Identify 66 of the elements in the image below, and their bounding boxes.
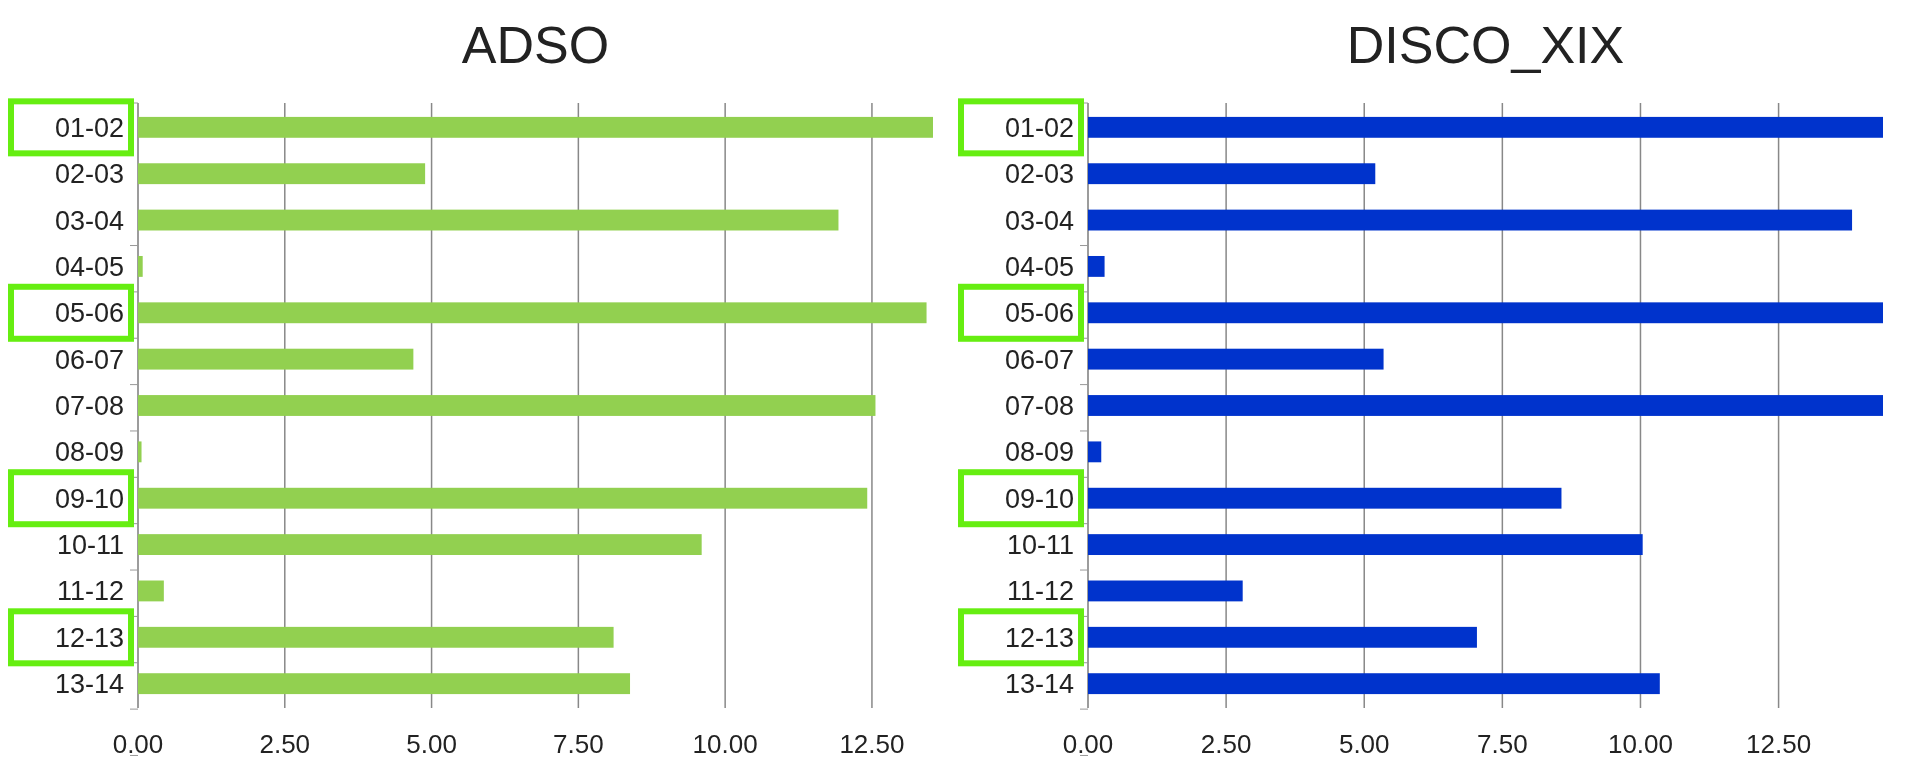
bar	[1088, 441, 1102, 463]
bar	[138, 255, 143, 277]
bar	[138, 395, 876, 416]
y-tick-label: 03-04	[54, 205, 124, 236]
y-tick-label: 08-09	[54, 437, 124, 468]
bar	[1088, 534, 1643, 556]
bar	[1088, 580, 1243, 602]
bar	[138, 673, 631, 695]
x-tick-label: 0.00	[112, 729, 164, 759]
y-tick-label: 13-14	[1004, 669, 1074, 700]
chart-title: DISCO_XIX	[1346, 16, 1625, 74]
y-tick-label: 12-13	[1004, 622, 1074, 653]
x-tick-label: 10.00	[1607, 729, 1674, 759]
y-tick-label: 09-10	[54, 483, 124, 514]
y-tick-label: 06-07	[54, 344, 124, 375]
bar	[138, 209, 839, 231]
bar	[138, 348, 414, 370]
bar	[138, 626, 614, 648]
y-tick-label: 02-03	[54, 159, 124, 190]
y-tick-label: 01-02	[54, 112, 124, 143]
y-tick-label: 04-05	[54, 251, 124, 282]
y-tick-label: 06-07	[1004, 344, 1074, 375]
y-tick-label: 05-06	[54, 298, 124, 329]
bar	[138, 534, 702, 556]
y-tick-label: 11-12	[1006, 576, 1074, 607]
bar	[1088, 626, 1477, 648]
bar	[1088, 348, 1384, 370]
bar	[1088, 209, 1853, 231]
chart-title: ADSO	[461, 16, 610, 74]
bar	[138, 487, 868, 509]
y-tick-label: 03-04	[1004, 205, 1074, 236]
y-tick-label: 09-10	[1004, 483, 1074, 514]
bar	[1088, 255, 1105, 277]
y-tick-label: 01-02	[1004, 112, 1074, 143]
x-tick-label: 2.50	[259, 729, 311, 759]
x-tick-label: 12.50	[839, 729, 905, 759]
x-tick-label: 0.00	[1062, 729, 1114, 759]
bar	[138, 116, 933, 138]
x-tick-label: 5.00	[406, 729, 457, 759]
bar	[1088, 395, 1883, 416]
x-tick-label: 10.00	[692, 729, 758, 759]
y-tick-label: 12-13	[54, 622, 124, 653]
y-tick-label: 05-06	[1004, 298, 1074, 329]
bar	[138, 302, 927, 324]
x-tick-label: 7.50	[553, 729, 604, 759]
bar	[1088, 302, 1883, 324]
y-tick-label: 02-03	[1004, 159, 1074, 190]
x-tick-label: 7.50	[1477, 729, 1528, 759]
y-tick-label: 11-12	[56, 576, 124, 607]
bar	[138, 441, 142, 463]
bar	[1088, 673, 1660, 695]
x-tick-label: 5.00	[1338, 729, 1390, 759]
bar	[1088, 116, 1883, 138]
y-tick-label: 10-11	[56, 530, 124, 561]
y-tick-label: 07-08	[54, 390, 124, 421]
y-tick-label: 08-09	[1004, 437, 1074, 468]
y-tick-label: 07-08	[1004, 390, 1074, 421]
y-tick-label: 04-05	[1004, 251, 1074, 282]
bar	[138, 580, 164, 602]
x-tick-label: 2.50	[1200, 729, 1252, 759]
bar	[1088, 163, 1376, 185]
bar	[138, 163, 426, 185]
bar	[1088, 487, 1562, 509]
y-tick-label: 10-11	[1006, 530, 1074, 561]
x-tick-label: 12.50	[1746, 729, 1812, 759]
y-tick-label: 13-14	[54, 669, 124, 700]
